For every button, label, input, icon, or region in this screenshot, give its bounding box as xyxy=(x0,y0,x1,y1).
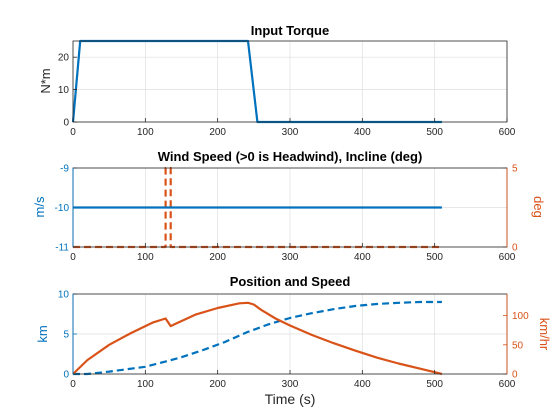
x-tick-label: 600 xyxy=(499,127,516,138)
x-tick-label: 400 xyxy=(354,379,371,390)
axes-box xyxy=(72,40,508,123)
y-tick-label: -11 xyxy=(55,243,69,254)
y-right-tick-label: 100 xyxy=(512,311,529,322)
y-tick-label: 20 xyxy=(58,53,70,64)
y-right-tick-label: 50 xyxy=(512,340,524,351)
x-tick-label: 500 xyxy=(426,252,443,263)
y-axis-right-label: deg xyxy=(531,196,546,218)
y-tick-label: 10 xyxy=(58,85,70,96)
x-tick-label: 200 xyxy=(209,379,226,390)
x-tick-label: 200 xyxy=(209,252,226,263)
x-tick-label: 0 xyxy=(70,127,76,138)
x-tick-label: 200 xyxy=(209,127,226,138)
y-tick-label: -10 xyxy=(55,203,70,214)
y-right-tick-label: 0 xyxy=(512,370,518,381)
panel-title: Input Torque xyxy=(251,23,329,38)
x-tick-label: 600 xyxy=(499,379,516,390)
panel-input-torque: Input Torque 0 100 200 300 400 500 600 0 10 20 N*… xyxy=(38,23,516,138)
x-tick-label: 300 xyxy=(282,127,299,138)
series-line xyxy=(73,300,442,376)
x-tick-label: 400 xyxy=(354,252,371,263)
x-tick-label: 300 xyxy=(282,379,299,390)
series-line xyxy=(72,301,443,376)
y-tick-label: 0 xyxy=(63,370,69,381)
x-tick-label: 300 xyxy=(282,252,299,263)
y-tick-label: -9 xyxy=(60,164,69,175)
panel-wind-incline: Wind Speed (>0 is Headwind), Incline (de… xyxy=(32,149,546,263)
x-tick-label: 500 xyxy=(426,379,443,390)
x-tick-label: 100 xyxy=(137,379,154,390)
x-tick-label: 500 xyxy=(426,127,443,138)
x-tick-label: 0 xyxy=(70,379,76,390)
panel-position-speed: Position and Speed 0 100 200 300 400 500 60005… xyxy=(35,274,552,407)
x-tick-label: 0 xyxy=(70,252,76,263)
x-tick-label: 400 xyxy=(354,127,371,138)
y-tick-label: 10 xyxy=(58,290,70,301)
y-axis-label: N*m xyxy=(38,68,53,93)
y-tick-label: 5 xyxy=(63,330,69,341)
x-tick-label: 100 xyxy=(137,252,154,263)
panel-title: Wind Speed (>0 is Headwind), Incline (de… xyxy=(158,149,423,164)
x-axis-label: Time (s) xyxy=(265,391,316,407)
panel-title: Position and Speed xyxy=(230,274,351,289)
y-axis-label: km xyxy=(35,325,50,342)
y-right-tick-label: 5 xyxy=(512,164,518,175)
x-tick-label: 100 xyxy=(137,127,154,138)
y-tick-label: 0 xyxy=(63,118,69,129)
y-axis-right-label: km/hr xyxy=(537,318,552,351)
x-tick-label: 600 xyxy=(499,252,516,263)
y-axis-label: m/s xyxy=(32,196,47,217)
y-right-tick-label: 0 xyxy=(512,243,518,254)
